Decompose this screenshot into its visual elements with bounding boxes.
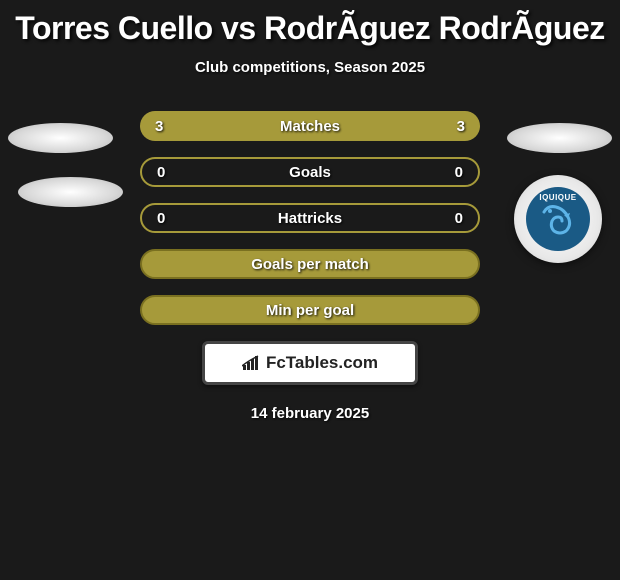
matches-left-value: 3	[155, 118, 185, 135]
hattricks-left-value: 0	[157, 210, 187, 227]
stats-area: 3 Matches 3 0 Goals 0 0 Hattricks 0 Goal…	[0, 111, 620, 325]
fctables-label: FcTables.com	[266, 353, 378, 373]
goals-right-value: 0	[433, 164, 463, 181]
stat-row-matches: 3 Matches 3	[140, 111, 480, 141]
bar-chart-icon	[242, 355, 262, 371]
fctables-badge[interactable]: FcTables.com	[202, 341, 418, 385]
main-container: Torres Cuello vs RodrÃ­guez RodrÃ­guez C…	[0, 0, 620, 432]
fctables-text: FcTables.com	[242, 353, 378, 373]
mpg-label: Min per goal	[266, 302, 354, 319]
stat-row-goals: 0 Goals 0	[140, 157, 480, 187]
goals-label: Goals	[289, 164, 331, 181]
hattricks-right-value: 0	[433, 210, 463, 227]
stat-row-min-per-goal: Min per goal	[140, 295, 480, 325]
gpm-label: Goals per match	[251, 256, 369, 273]
date-text: 14 february 2025	[0, 405, 620, 422]
goals-left-value: 0	[157, 164, 187, 181]
hattricks-label: Hattricks	[278, 210, 342, 227]
page-title: Torres Cuello vs RodrÃ­guez RodrÃ­guez	[0, 10, 620, 47]
subtitle: Club competitions, Season 2025	[0, 59, 620, 76]
matches-right-value: 3	[435, 118, 465, 135]
stat-row-goals-per-match: Goals per match	[140, 249, 480, 279]
matches-label: Matches	[280, 118, 340, 135]
stat-row-hattricks: 0 Hattricks 0	[140, 203, 480, 233]
